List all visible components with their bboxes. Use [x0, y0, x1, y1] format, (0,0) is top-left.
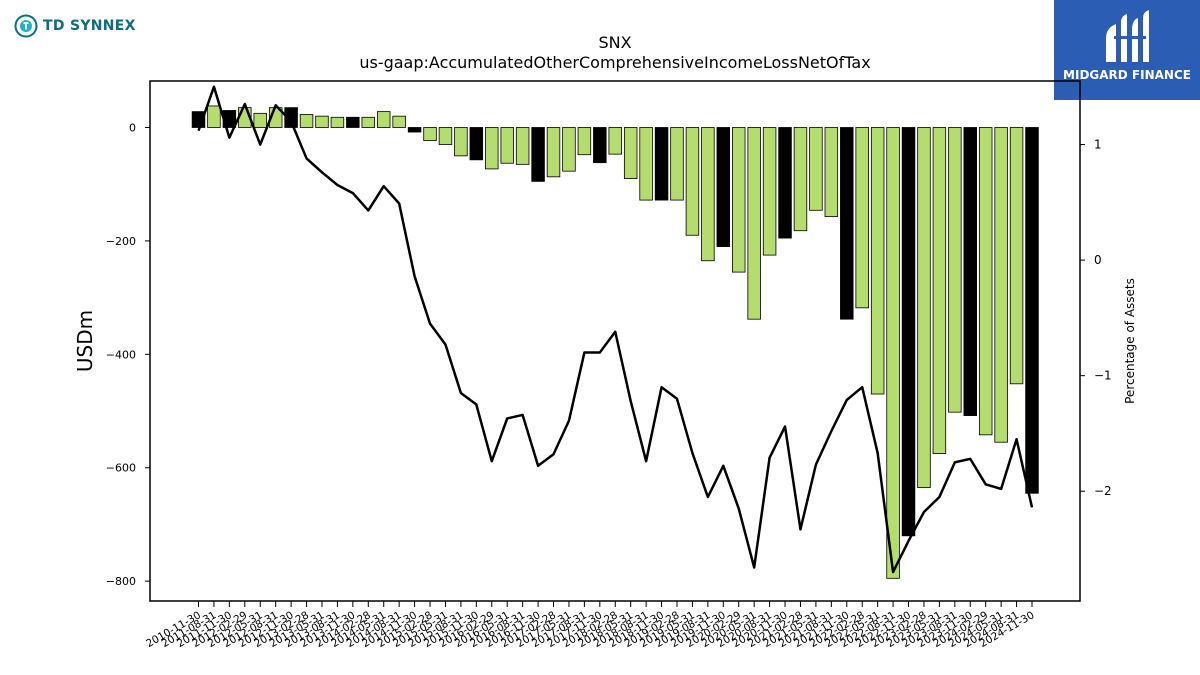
y-tick-label: −400: [106, 348, 136, 361]
bar: [994, 127, 1008, 443]
bar: [747, 127, 761, 320]
td-synnex-logo-text: TD SYNNEX: [43, 18, 136, 34]
bar-series: [191, 105, 1039, 579]
pct-assets-line: [197, 85, 1034, 574]
y2-tick-label: −1: [1094, 369, 1112, 383]
bar: [685, 127, 700, 236]
bar: [207, 105, 221, 128]
chart-title: SNX: [598, 33, 631, 52]
bar: [809, 127, 823, 211]
bar: [732, 127, 746, 273]
bar: [454, 127, 468, 157]
bar: [253, 112, 267, 128]
midgard-finance-logo: MIDGARD FINANCE: [1054, 0, 1200, 100]
td-synnex-logo: TD SYNNEX: [14, 14, 136, 38]
bar: [469, 127, 484, 161]
bar: [423, 127, 437, 141]
bar: [1009, 127, 1024, 385]
y-axis-left: 0 −200 −400 −600 −800: [106, 121, 150, 588]
bar: [1025, 127, 1039, 494]
bar: [670, 127, 684, 201]
bar: [901, 127, 916, 537]
bar: [948, 127, 962, 413]
bar: [546, 127, 561, 178]
pct-assets-series: [197, 85, 1034, 574]
y-tick-label: −200: [106, 235, 136, 248]
y2-tick-label: 0: [1094, 253, 1102, 267]
bar: [531, 127, 545, 182]
bar: [963, 127, 977, 416]
midgard-finance-logo-icon: [1106, 10, 1149, 62]
bar: [778, 127, 792, 239]
y-tick-label: −800: [106, 575, 136, 588]
bar: [299, 114, 314, 128]
bar: [407, 127, 422, 133]
y2-tick-label: 1: [1094, 138, 1102, 152]
bar: [886, 127, 900, 579]
y-axis-right: 1 0 −1 −2: [1080, 138, 1112, 498]
bar: [855, 127, 869, 309]
bar: [762, 127, 777, 256]
chart-subtitle: us-gaap:AccumulatedOtherComprehensiveInc…: [359, 53, 870, 72]
bar: [376, 111, 391, 128]
bar: [793, 127, 808, 232]
bar: [346, 116, 360, 128]
bar: [824, 127, 839, 217]
bar: [500, 127, 514, 164]
bar: [978, 127, 993, 436]
bar: [485, 127, 499, 170]
y-axis-label: USDm: [73, 310, 97, 372]
bar: [361, 116, 376, 128]
bar: [330, 116, 345, 128]
bar: [284, 107, 298, 128]
bar: [577, 127, 592, 156]
y-tick-label: 0: [129, 121, 136, 134]
bar: [593, 127, 607, 164]
bar: [716, 127, 731, 247]
y2-axis-label: Percentage of Assets: [1123, 278, 1137, 404]
bar: [392, 115, 406, 128]
bar: [315, 115, 329, 128]
x-axis: 2010-11-302011-08-312011-11-302012-02-29…: [144, 601, 1037, 650]
bar: [562, 127, 576, 172]
bar: [932, 127, 947, 454]
bar: [608, 127, 622, 155]
bar: [515, 127, 530, 165]
bar: [623, 127, 638, 179]
y-tick-label: −600: [106, 462, 136, 475]
bar: [840, 127, 854, 320]
y2-tick-label: −2: [1094, 484, 1112, 498]
bar: [701, 127, 715, 262]
bar: [438, 127, 453, 145]
bar: [654, 127, 669, 201]
bar: [917, 127, 931, 488]
td-synnex-logo-icon: [14, 14, 38, 38]
bar: [639, 127, 653, 201]
bar: [870, 127, 885, 395]
midgard-finance-logo-text: MIDGARD FINANCE: [1063, 68, 1191, 82]
